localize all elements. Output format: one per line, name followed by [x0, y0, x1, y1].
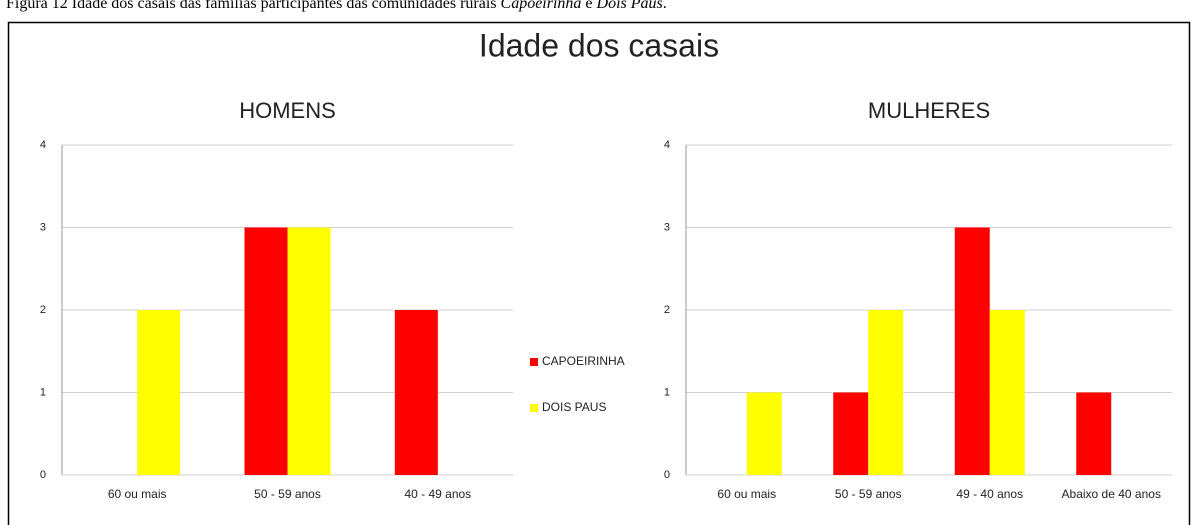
bar	[1076, 392, 1112, 475]
chart-subtitle: MULHERES	[868, 98, 990, 123]
caption-text: .	[662, 0, 667, 12]
y-tick-label: 2	[664, 304, 670, 316]
legend-label: DOIS PAUS	[542, 400, 606, 414]
bar	[868, 310, 904, 475]
bar	[244, 227, 288, 475]
x-tick-label: 60 ou mais	[108, 487, 167, 501]
x-tick-label: 49 - 40 anos	[956, 487, 1023, 501]
caption: Figura 12 Idade dos casais das famílias …	[6, 0, 667, 12]
y-tick-label: 3	[40, 221, 46, 233]
bar	[989, 310, 1025, 475]
legend-swatch	[530, 404, 538, 412]
chart-subtitle: HOMENS	[239, 98, 336, 123]
x-tick-label: 50 - 59 anos	[254, 487, 321, 501]
bar	[954, 227, 990, 475]
x-tick-label: 60 ou mais	[717, 487, 776, 501]
y-tick-label: 1	[40, 386, 46, 398]
chart-title: Idade dos casais	[479, 27, 719, 63]
bar	[394, 310, 438, 475]
bar	[287, 227, 331, 475]
x-tick-label: Abaixo de 40 anos	[1062, 487, 1161, 501]
caption-text: e	[581, 0, 597, 12]
caption-place: Dois Paus	[596, 0, 663, 12]
caption-place: Capoeirinha	[500, 0, 582, 12]
y-tick-label: 0	[664, 469, 670, 481]
frame	[7, 21, 1191, 525]
y-tick-label: 0	[40, 469, 46, 481]
bar	[746, 392, 782, 475]
y-tick-label: 2	[40, 304, 46, 316]
bar	[137, 310, 181, 475]
x-tick-label: 40 - 49 anos	[404, 487, 471, 501]
y-tick-label: 3	[664, 221, 670, 233]
legend-swatch	[530, 358, 538, 366]
y-tick-label: 4	[664, 139, 670, 151]
x-tick-label: 50 - 59 anos	[835, 487, 902, 501]
y-tick-label: 4	[40, 139, 46, 151]
legend-label: CAPOEIRINHA	[542, 354, 625, 368]
caption-text: Figura 12 Idade dos casais das famílias …	[6, 0, 501, 12]
bar	[833, 392, 869, 475]
y-tick-label: 1	[664, 386, 670, 398]
